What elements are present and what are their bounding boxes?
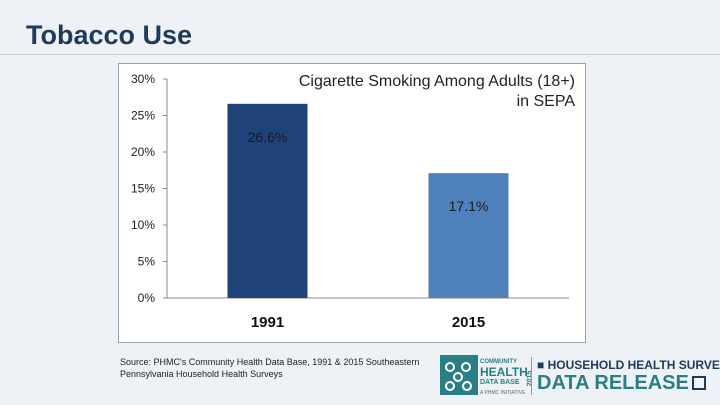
source-note: Source: PHMC's Community Health Data Bas… bbox=[120, 357, 420, 379]
x-tick-label: 2015 bbox=[452, 314, 485, 331]
logo-divider bbox=[531, 357, 532, 395]
y-tick-label: 30% bbox=[131, 72, 155, 86]
bar bbox=[227, 103, 308, 298]
y-tick-label: 0% bbox=[138, 291, 156, 305]
header-divider bbox=[0, 54, 720, 55]
chart-subtitle: in SEPA bbox=[517, 93, 576, 110]
logo-bullet: ■ bbox=[537, 358, 545, 372]
data-release-icon bbox=[692, 376, 706, 390]
logo-community: COMMUNITY bbox=[480, 359, 517, 365]
logo-year: 2015 bbox=[526, 370, 534, 387]
y-tick-label: 20% bbox=[131, 145, 155, 159]
footer-logo: COMMUNITY HEALTH DATA BASE A PHMC INITIA… bbox=[440, 355, 720, 397]
slide-title: Tobacco Use bbox=[26, 20, 193, 50]
logo-chdb-text: COMMUNITY HEALTH DATA BASE bbox=[480, 358, 528, 387]
community-health-database-logo-icon bbox=[440, 355, 478, 395]
data-label: 26.6% bbox=[248, 129, 288, 145]
logo-data-release: DATA RELEASE bbox=[537, 372, 689, 394]
bar-chart: 0% 5% 10% 15% 20% 25% 30% 26.6% 1991 17.1% 2015 Cig… bbox=[131, 72, 576, 331]
logo-data-base: DATA BASE bbox=[480, 379, 520, 386]
chart-title: Cigarette Smoking Among Adults (18+) bbox=[299, 73, 575, 90]
y-tick-label: 5% bbox=[138, 255, 156, 269]
y-tick-label: 25% bbox=[131, 109, 155, 123]
y-tick-label: 10% bbox=[131, 218, 155, 232]
data-label: 17.1% bbox=[449, 198, 489, 214]
logo-survey-title: ■ HOUSEHOLD HEALTH SURVEY bbox=[537, 358, 720, 372]
x-tick-label: 1991 bbox=[251, 314, 284, 331]
chart-panel: 0% 5% 10% 15% 20% 25% 30% 26.6% 1991 17.1% 2015 Cig… bbox=[118, 63, 586, 343]
logo-survey-text: HOUSEHOLD HEALTH SURVEY bbox=[547, 358, 720, 372]
bar bbox=[428, 173, 509, 298]
logo-health: HEALTH bbox=[480, 365, 528, 379]
y-tick-label: 15% bbox=[131, 182, 155, 196]
logo-initiative: A PHMC INITIATIVE bbox=[480, 390, 526, 396]
